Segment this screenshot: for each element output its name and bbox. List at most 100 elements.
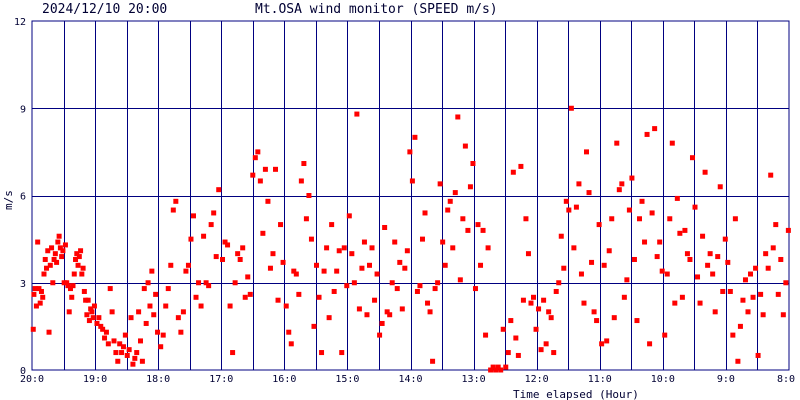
chart-grid — [31, 20, 790, 371]
data-point — [430, 358, 436, 364]
data-point — [470, 161, 476, 167]
data-point — [755, 352, 761, 358]
data-point — [571, 245, 577, 251]
data-point — [634, 318, 640, 324]
data-point — [720, 288, 726, 294]
data-point — [654, 254, 660, 260]
data-point — [558, 233, 564, 239]
data-point — [67, 286, 73, 292]
data-point — [109, 309, 115, 315]
data-point — [296, 291, 302, 297]
data-point — [280, 259, 286, 265]
data-point — [80, 265, 86, 271]
x-axis-label: Time elapsed (Hour) — [513, 388, 639, 400]
data-point — [503, 364, 509, 370]
data-point — [211, 210, 217, 216]
data-point — [30, 326, 36, 332]
x-tick-label: 19:0 — [83, 374, 107, 385]
data-point — [270, 251, 276, 257]
data-point — [687, 256, 693, 262]
data-point — [573, 204, 579, 210]
data-point — [98, 323, 104, 329]
data-point — [631, 256, 637, 262]
data-point — [614, 140, 620, 146]
data-point — [601, 262, 607, 268]
data-point — [780, 312, 786, 318]
data-point — [329, 222, 335, 228]
y-tick-labels: 0 3 6 9 12 — [14, 17, 26, 377]
data-point — [130, 361, 136, 367]
data-point — [293, 271, 299, 277]
data-point — [336, 248, 342, 254]
data-point — [311, 323, 317, 329]
data-point — [356, 306, 362, 312]
data-point — [220, 256, 226, 262]
data-point — [589, 259, 595, 265]
data-point — [298, 178, 304, 184]
data-point — [538, 347, 544, 353]
data-point — [151, 312, 157, 318]
chart-title: Mt.OSA wind monitor (SPEED m/s) — [255, 2, 498, 17]
data-point — [303, 216, 309, 222]
data-point — [113, 350, 119, 356]
data-point — [629, 175, 635, 181]
data-point — [432, 286, 438, 292]
data-point — [636, 216, 642, 222]
data-point — [642, 239, 648, 245]
data-point — [119, 350, 125, 356]
data-point — [37, 300, 43, 306]
plot-frame — [31, 20, 790, 371]
data-point — [462, 143, 468, 149]
data-point — [149, 268, 155, 274]
data-point — [523, 216, 529, 222]
data-point — [107, 286, 113, 292]
data-point — [460, 216, 466, 222]
data-point — [252, 155, 258, 161]
data-point — [227, 303, 233, 309]
data-point — [47, 262, 53, 268]
data-point — [128, 315, 134, 321]
y-tick-label: 9 — [20, 104, 26, 115]
data-point — [778, 256, 784, 262]
data-point — [740, 297, 746, 303]
data-point — [581, 300, 587, 306]
data-point — [647, 341, 653, 347]
data-point — [45, 248, 51, 254]
data-point — [546, 309, 552, 315]
data-point — [180, 309, 186, 315]
data-point — [331, 288, 337, 294]
data-point — [203, 280, 209, 286]
data-point — [273, 166, 279, 172]
data-point — [145, 280, 151, 286]
data-point — [735, 358, 741, 364]
data-point — [260, 230, 266, 236]
data-point — [689, 155, 695, 161]
data-point — [748, 271, 754, 277]
data-point — [361, 239, 367, 245]
data-point — [240, 245, 246, 251]
data-point — [308, 236, 314, 242]
data-point — [399, 306, 405, 312]
data-point — [674, 195, 680, 201]
data-point — [518, 163, 524, 169]
data-point — [576, 181, 582, 187]
data-point — [190, 213, 196, 219]
data-point — [500, 326, 506, 332]
data-point — [175, 315, 181, 321]
data-point — [319, 350, 325, 356]
data-point — [62, 242, 68, 248]
data-point — [435, 280, 441, 286]
y-axis-label: m/s — [2, 190, 15, 210]
data-point — [76, 254, 82, 260]
data-point — [531, 294, 537, 300]
data-point — [528, 300, 534, 306]
data-point — [768, 172, 774, 178]
data-point — [445, 207, 451, 213]
data-point — [700, 233, 706, 239]
data-point — [32, 286, 38, 292]
data-point — [659, 268, 665, 274]
data-point — [46, 329, 52, 335]
data-point — [442, 262, 448, 268]
data-point — [165, 286, 171, 292]
x-tick-label: 17:0 — [209, 374, 233, 385]
